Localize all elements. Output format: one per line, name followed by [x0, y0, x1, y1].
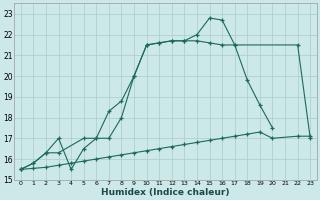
X-axis label: Humidex (Indice chaleur): Humidex (Indice chaleur)	[101, 188, 230, 197]
